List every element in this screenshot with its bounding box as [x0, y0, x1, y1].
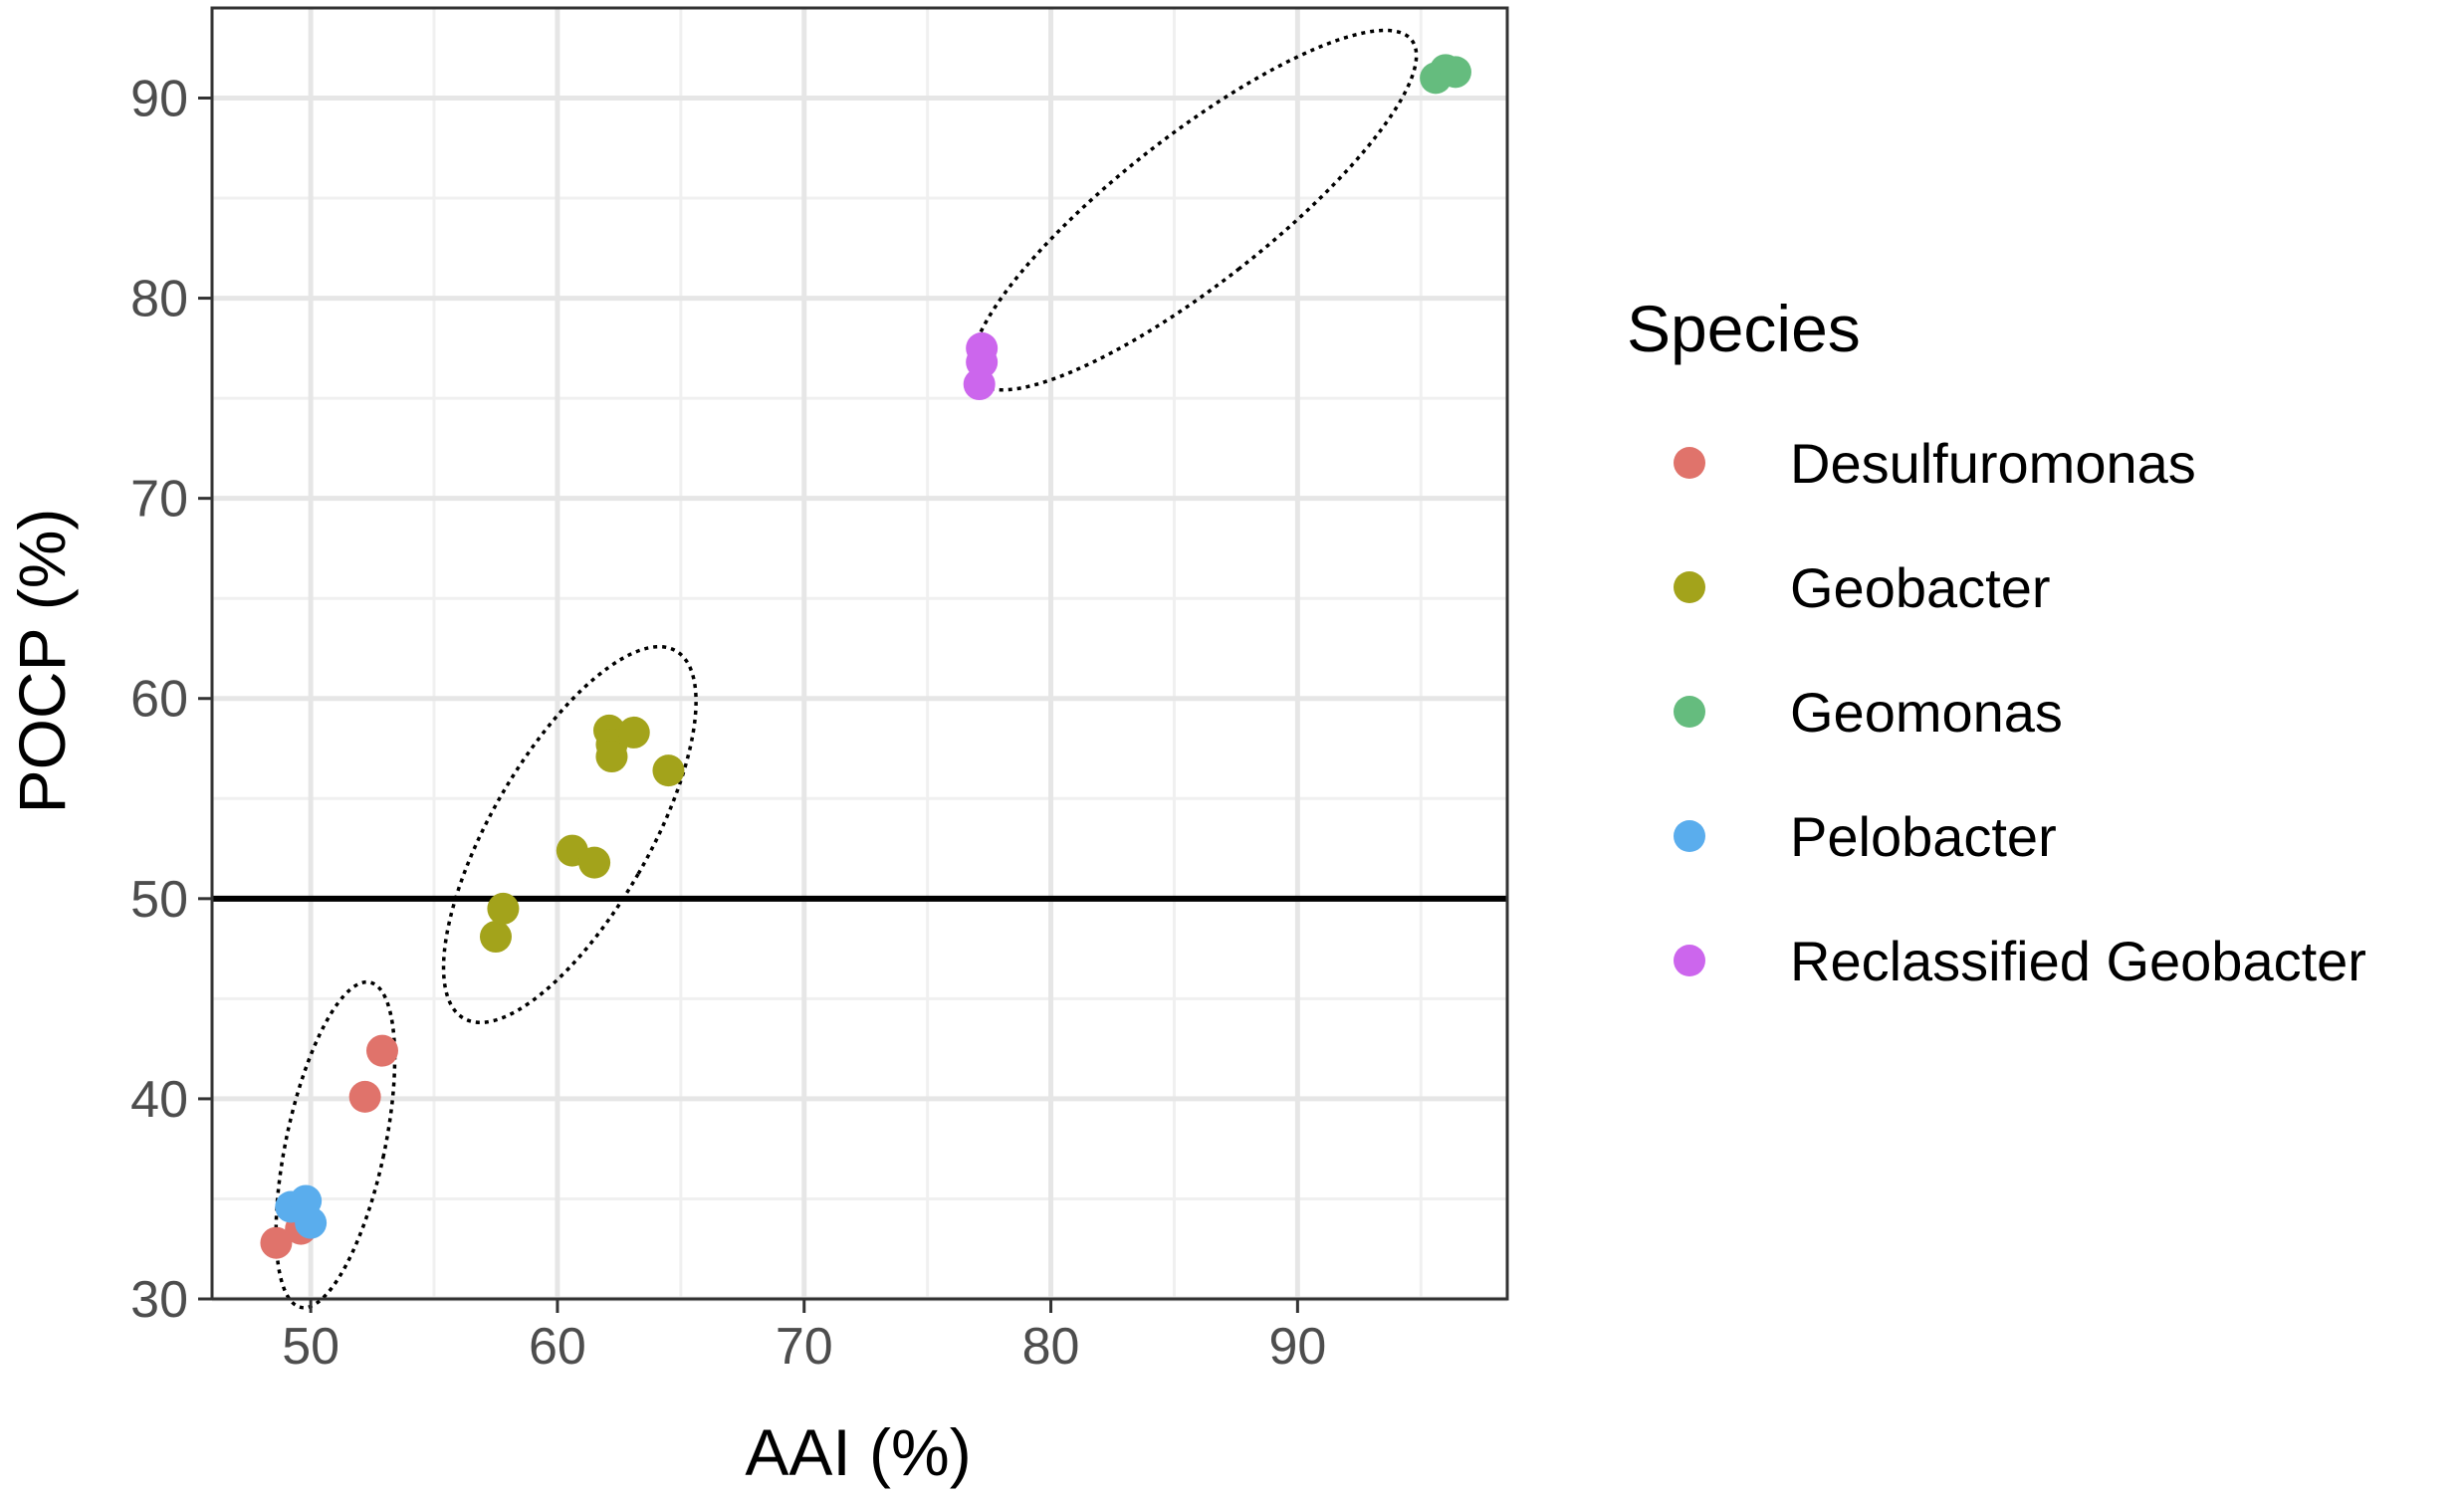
legend-label: Reclassified Geobacter: [1790, 930, 2366, 992]
y-tick-label: 70: [130, 471, 188, 529]
x-tick-label: 50: [282, 1318, 339, 1376]
legend-label: Desulfuromonas: [1790, 432, 2196, 495]
legend: Desulfuromonas Geobacter Geomonas Pelobacte…: [1674, 432, 2366, 992]
x-axis: 50 60 70 80 90: [282, 1299, 1326, 1376]
data-point: [617, 716, 650, 749]
y-tick-label: 60: [130, 671, 188, 729]
legend-key: [1674, 696, 1705, 728]
y-tick-label: 90: [130, 70, 188, 127]
data-point: [487, 892, 520, 925]
data-point: [479, 921, 512, 954]
y-tick-label: 40: [130, 1071, 188, 1129]
data-point: [348, 1080, 381, 1113]
data-point: [578, 846, 611, 879]
legend-key: [1674, 571, 1705, 603]
data-points: [260, 54, 1471, 1259]
x-tick-label: 60: [529, 1318, 586, 1376]
data-point: [595, 741, 628, 773]
y-tick-label: 50: [130, 871, 188, 929]
data-point: [365, 1034, 398, 1067]
legend-label: Pelobacter: [1790, 805, 2057, 868]
data-point: [295, 1206, 328, 1239]
panel-border: [210, 6, 1509, 1301]
y-axis-title: POCP (%): [5, 509, 79, 814]
data-point: [1439, 56, 1471, 89]
cluster-ellipse: [274, 979, 397, 1310]
legend-label: Geobacter: [1790, 556, 2051, 619]
legend-label: Geomonas: [1790, 681, 2063, 744]
x-tick-label: 80: [1022, 1318, 1080, 1376]
minor-grid: [212, 8, 1507, 1299]
legend-key: [1674, 447, 1705, 479]
data-point: [652, 754, 685, 787]
data-point: [260, 1226, 293, 1259]
y-axis: 30 40 50 60 70 80 90: [130, 70, 212, 1329]
x-tick-label: 90: [1268, 1318, 1326, 1376]
legend-key: [1674, 945, 1705, 976]
y-tick-label: 80: [130, 271, 188, 328]
x-axis-title: AAI (%): [745, 1415, 971, 1489]
cluster-ellipse: [441, 644, 698, 1025]
data-point: [963, 368, 996, 401]
y-tick-label: 30: [130, 1271, 188, 1329]
legend-key: [1674, 820, 1705, 852]
legend-title: Species: [1627, 292, 1861, 365]
x-tick-label: 70: [776, 1318, 833, 1376]
